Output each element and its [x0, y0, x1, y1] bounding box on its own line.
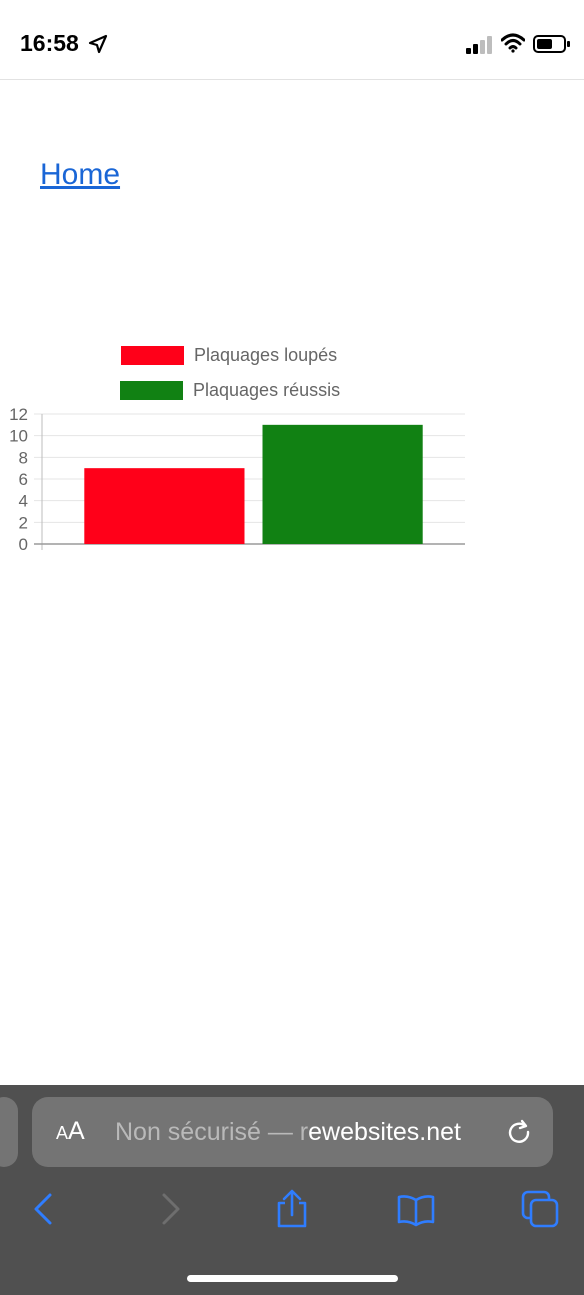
aa-large-label: A — [68, 1117, 85, 1145]
bookmarks-icon[interactable] — [396, 1189, 436, 1229]
back-icon[interactable] — [24, 1189, 64, 1229]
bar-chart: Plaquages loupés Plaquages réussis 0 2 4 6 8 10… — [9, 345, 465, 554]
forward-icon[interactable] — [150, 1189, 190, 1229]
location-arrow-icon — [88, 34, 108, 54]
status-bar: 16:58 — [0, 0, 584, 80]
y-tick-label: 10 — [9, 427, 28, 446]
y-tick-label: 6 — [19, 470, 28, 489]
battery-icon — [533, 35, 570, 53]
aa-small-label: A — [56, 1123, 69, 1143]
legend-label: Plaquages réussis — [193, 380, 340, 400]
previous-tab-preview[interactable] — [0, 1097, 18, 1167]
address-bar[interactable]: AA Non sécurisé — rewebsites.net — [32, 1097, 553, 1167]
text-size-button[interactable]: AA — [56, 1117, 85, 1147]
y-tick-label: 0 — [19, 535, 28, 554]
y-tick-label: 8 — [19, 448, 28, 467]
address-host: ewebsites.net — [308, 1118, 461, 1146]
wifi-icon — [501, 33, 525, 53]
browser-toolbar: AA Non sécurisé — rewebsites.net — [0, 1085, 584, 1295]
cellular-signal-icon — [466, 36, 492, 54]
legend-label: Plaquages loupés — [194, 345, 337, 365]
y-tick-label: 2 — [19, 513, 28, 532]
tabs-icon[interactable] — [520, 1189, 560, 1229]
bar — [84, 468, 245, 544]
address-text: Non sécurisé — rewebsites.net — [115, 1118, 461, 1147]
share-icon[interactable] — [272, 1189, 312, 1229]
address-prefix: Non sécurisé — r — [115, 1118, 309, 1146]
reload-icon[interactable] — [504, 1117, 534, 1147]
home-indicator — [187, 1275, 398, 1282]
y-tick-label: 12 — [9, 405, 28, 424]
y-tick-label: 4 — [19, 492, 28, 511]
status-time: 16:58 — [20, 30, 79, 56]
bar — [262, 424, 423, 544]
legend-swatch — [121, 346, 184, 365]
legend-swatch — [120, 381, 183, 400]
home-link[interactable]: Home — [40, 158, 121, 191]
